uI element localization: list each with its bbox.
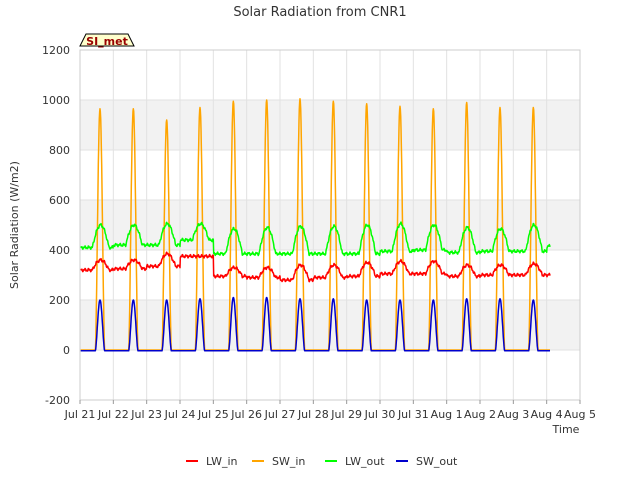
- x-axis-ticks: Jul 21 Jul 22 Jul 23 Jul 24 Jul 25 Jul 26 Jul …: [64, 400, 596, 421]
- x-tick-label: Jul 28: [297, 408, 329, 421]
- legend: LW_in SW_in LW_out SW_out: [186, 455, 458, 468]
- x-tick-label: Aug 2: [464, 408, 496, 421]
- plot-frame: [79, 49, 581, 401]
- y-tick-label: 1000: [42, 94, 70, 107]
- legend-item: LW_out: [325, 455, 385, 468]
- x-tick-label: Jul 23: [130, 408, 162, 421]
- background-band: [80, 100, 580, 150]
- y-tick-label: 0: [63, 344, 70, 357]
- legend-item: SW_out: [396, 455, 458, 468]
- y-tick-label: -200: [45, 394, 70, 407]
- y-axis-ticks: -200 0 200 400 600 800 1000 1200: [42, 44, 70, 407]
- badge-shape: [79, 33, 135, 47]
- badge-label: SI_met: [86, 35, 128, 48]
- x-tick-label: Jul 30: [364, 408, 396, 421]
- y-tick-label: 600: [49, 194, 70, 207]
- x-tick-label: Aug 5: [564, 408, 596, 421]
- y-tick-label: 400: [49, 244, 70, 257]
- series-line-lw-out: [80, 221, 551, 257]
- x-tick-label: Jul 29: [330, 408, 362, 421]
- series-layer: [80, 98, 551, 352]
- legend-item: LW_in: [186, 455, 238, 468]
- y-tick-label: 1200: [42, 44, 70, 57]
- series-line-sw-out: [80, 296, 551, 352]
- x-axis-label: Time: [552, 423, 580, 436]
- x-tick-label: Jul 25: [197, 408, 229, 421]
- legend-label: LW_out: [345, 455, 385, 468]
- x-tick-label: Aug 3: [497, 408, 529, 421]
- x-tick-label: Jul 21: [64, 408, 96, 421]
- y-tick-label: 800: [49, 144, 70, 157]
- x-tick-label: Jul 27: [264, 408, 296, 421]
- series-line-lw-in: [80, 251, 551, 283]
- legend-label: SW_in: [272, 455, 305, 468]
- y-axis-label: Solar Radiation (W/m2): [8, 161, 21, 289]
- x-tick-label: Jul 24: [164, 408, 196, 421]
- x-tick-label: Jul 22: [97, 408, 129, 421]
- x-tick-label: Jul 26: [230, 408, 262, 421]
- chart-title: Solar Radiation from CNR1: [233, 5, 406, 20]
- x-tick-label: Aug 1: [431, 408, 463, 421]
- legend-label: LW_in: [206, 455, 238, 468]
- x-tick-label: Jul 31: [397, 408, 429, 421]
- y-tick-label: 200: [49, 294, 70, 307]
- legend-item: SW_in: [252, 455, 305, 468]
- legend-label: SW_out: [416, 455, 458, 468]
- badge: SI_met: [79, 33, 135, 48]
- x-tick-label: Aug 4: [531, 408, 563, 421]
